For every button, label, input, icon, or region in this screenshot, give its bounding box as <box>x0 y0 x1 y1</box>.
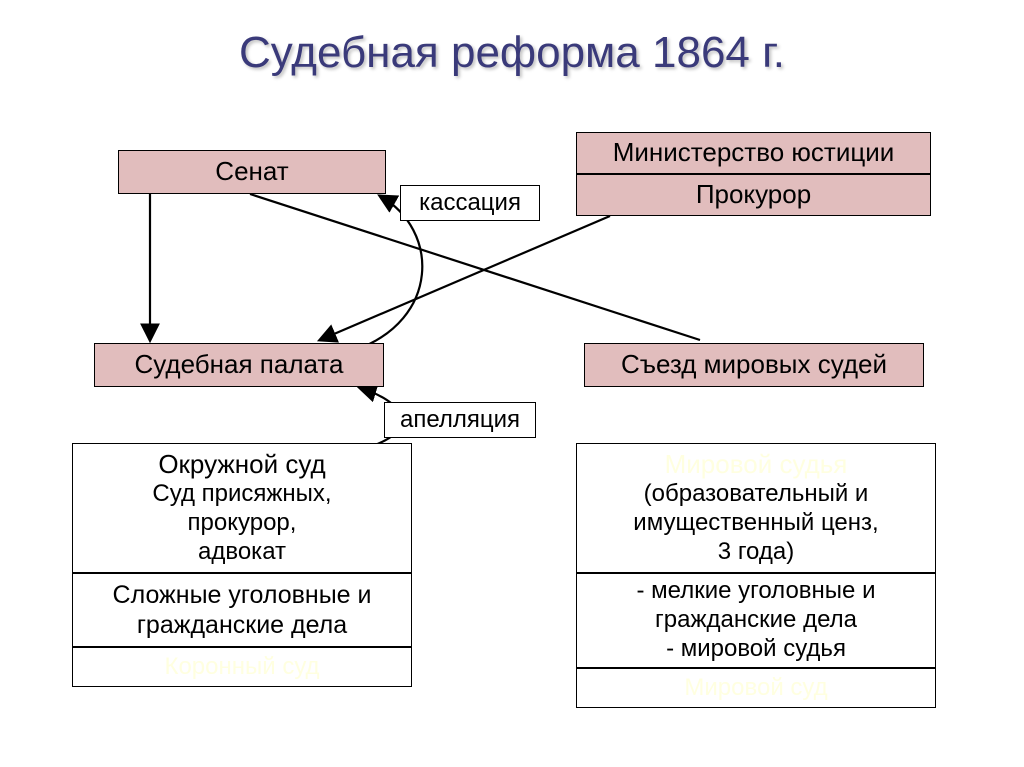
node-district-crown: Коронный суд <box>72 647 412 687</box>
label-cassation: кассация <box>400 185 540 221</box>
district-line3: прокурор, <box>188 509 297 538</box>
node-justice: Мировой судья (образовательный и имущест… <box>576 443 936 573</box>
node-chamber: Судебная палата <box>94 343 384 387</box>
district-line1: Окружной суд <box>158 449 325 480</box>
node-justice-cases: - мелкие уголовные и гражданские дела - … <box>576 573 936 668</box>
node-district-hard: Сложные уголовные и гражданские дела <box>72 573 412 647</box>
district-line2: Суд присяжных, <box>152 480 331 509</box>
justice-line3: 3 года) <box>718 538 794 567</box>
justice-line1: Мировой судья <box>665 449 848 480</box>
page-title: Судебная реформа 1864 г. <box>0 0 1024 78</box>
label-appeal: апелляция <box>384 402 536 438</box>
node-senate: Сенат <box>118 150 386 194</box>
node-ministry: Министерство юстиции <box>576 132 931 174</box>
node-prosecutor: Прокурор <box>576 174 931 216</box>
node-congress: Съезд мировых судей <box>584 343 924 387</box>
node-justice-court: Мировой суд <box>576 668 936 708</box>
node-district-court: Окружной суд Суд присяжных, прокурор, ад… <box>72 443 412 573</box>
district-line4: адвокат <box>198 538 286 567</box>
justice-cases-2: - мировой судья <box>666 635 846 664</box>
justice-cases-1: - мелкие уголовные и гражданские дела <box>583 577 929 635</box>
justice-line2: (образовательный и имущественный ценз, <box>583 480 929 538</box>
